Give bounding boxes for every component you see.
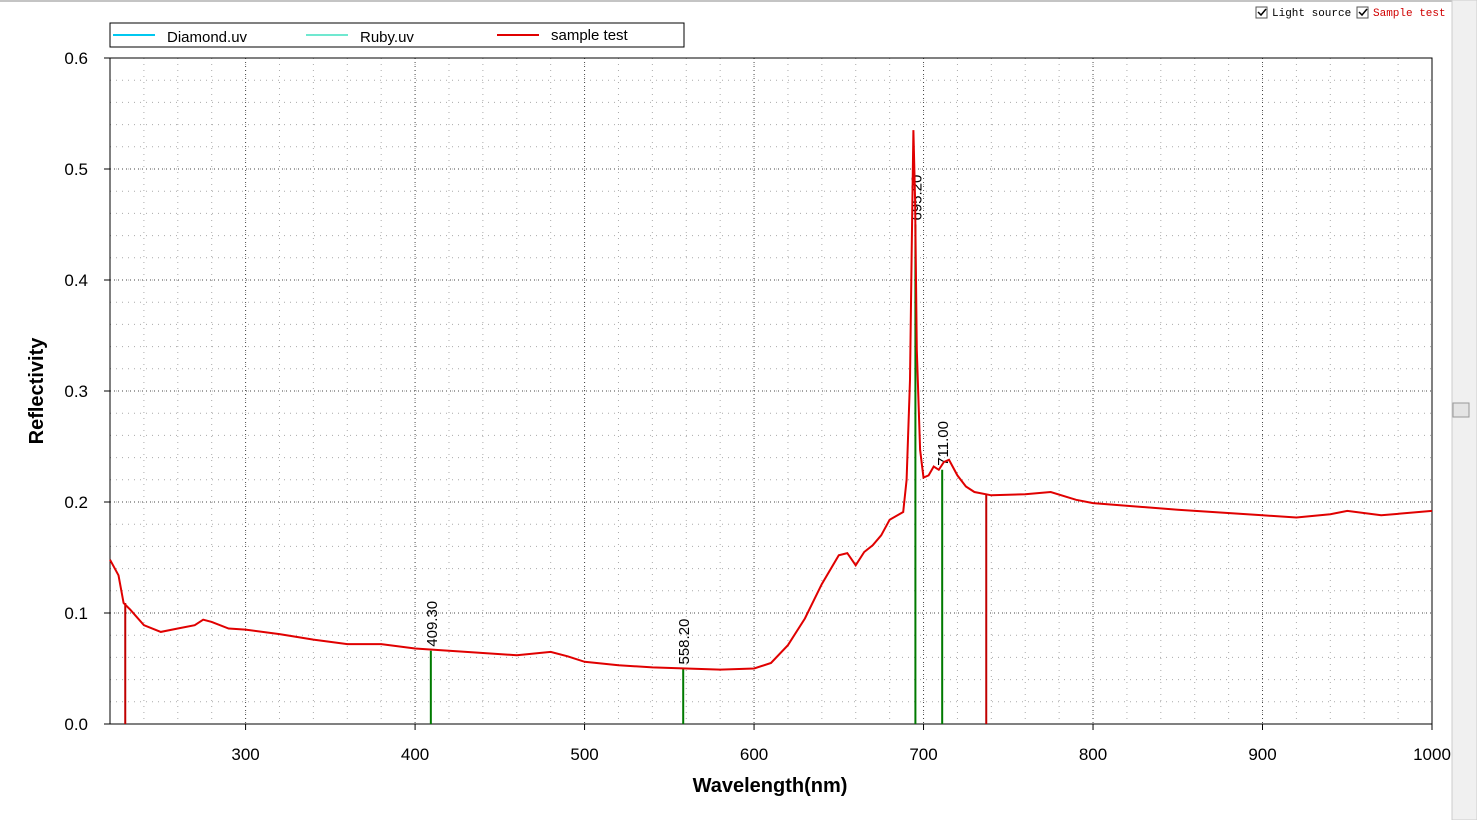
checkbox-label: Sample test — [1373, 8, 1446, 20]
y-tick-label: 0.0 — [64, 715, 88, 734]
y-tick-label: 0.2 — [64, 493, 88, 512]
scroll-thumb[interactable] — [1452, 402, 1470, 418]
sample-test-control[interactable]: Sample test — [1356, 6, 1446, 20]
x-tick-label: 600 — [740, 745, 768, 764]
series-line — [109, 130, 1433, 671]
x-tick-label: 500 — [570, 745, 598, 764]
x-tick-label: 700 — [909, 745, 937, 764]
legend-label: Ruby.uv — [360, 29, 414, 46]
y-tick-label: 0.1 — [64, 604, 88, 623]
y-tick-label: 0.5 — [64, 160, 88, 179]
peak-label: 558.20 — [676, 619, 693, 665]
checkbox-label: Light source — [1272, 8, 1351, 20]
peak-label: 711.00 — [935, 421, 952, 466]
x-axis-title: Wavelength(nm) — [693, 775, 848, 797]
light-source-control[interactable]: Light source — [1255, 6, 1351, 20]
legend-label: Diamond.uv — [167, 29, 248, 46]
legend-box — [109, 22, 685, 48]
plot-frame — [109, 57, 1433, 725]
peak-label: 695.20 — [908, 175, 925, 221]
x-tick-label: 1000 — [1413, 745, 1451, 764]
y-axis-title: Reflectivity — [26, 337, 48, 445]
y-tick-label: 0.3 — [64, 382, 88, 401]
y-tick-label: 0.6 — [64, 49, 88, 68]
x-tick-label: 300 — [231, 745, 259, 764]
checkbox[interactable] — [1255, 6, 1268, 19]
x-tick-label: 400 — [401, 745, 429, 764]
checkbox[interactable] — [1356, 6, 1369, 19]
legend-label: sample test — [551, 27, 629, 44]
x-tick-label: 900 — [1248, 745, 1276, 764]
check — [1358, 8, 1368, 17]
y-tick-label: 0.4 — [64, 271, 88, 290]
peak-label: 409.30 — [424, 601, 441, 647]
check — [1257, 8, 1267, 17]
x-tick-label: 800 — [1079, 745, 1107, 764]
